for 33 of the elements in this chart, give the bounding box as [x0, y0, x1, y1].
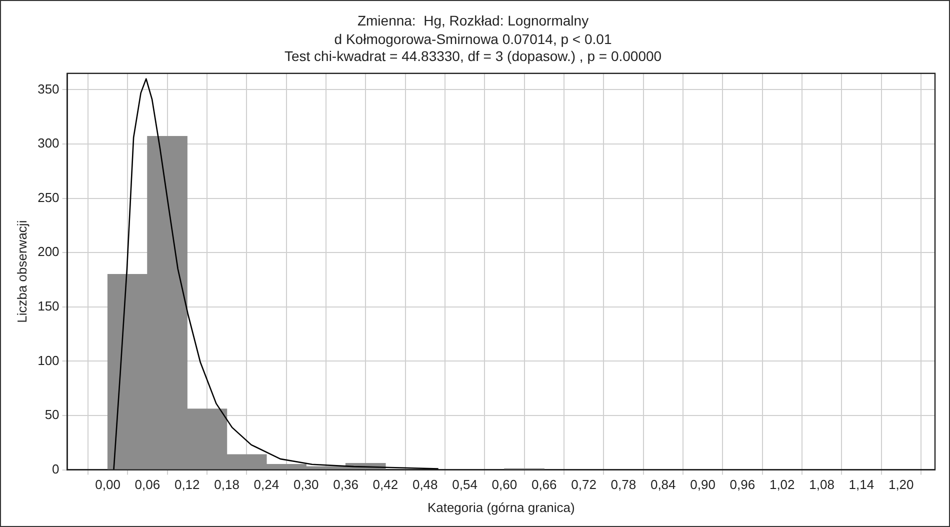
x-tick-label: 0,84 [650, 477, 676, 492]
x-tick-label: 1,02 [769, 477, 795, 492]
x-tick-label: 0,78 [610, 477, 636, 492]
x-tick-label: 0,06 [134, 477, 160, 492]
y-tick-label: 200 [38, 244, 60, 260]
x-tick-label: 0,18 [214, 477, 240, 492]
x-tick-label: 0,96 [730, 477, 756, 492]
y-tick-label: 0 [52, 461, 60, 476]
y-tick-label: 250 [38, 190, 60, 205]
y-tick-label: 50 [44, 407, 60, 422]
x-tick-label: 0,42 [372, 477, 398, 492]
x-tick-label: 0,36 [333, 477, 358, 492]
x-tick-label: 0,48 [412, 477, 438, 492]
x-tick-label: 0,54 [452, 477, 478, 492]
chart-title: Zmienna: Hg, Rozkład: Lognormalny [357, 12, 589, 28]
x-tick-label: 1,08 [809, 477, 834, 492]
x-tick-label: 0,30 [293, 477, 319, 492]
y-tick-label: 350 [38, 81, 60, 96]
x-tick-label: 1,14 [848, 477, 874, 492]
y-tick-label: 300 [38, 136, 60, 151]
y-tick-label: 150 [38, 298, 60, 314]
x-tick-label: 0,90 [690, 477, 716, 492]
y-tick-label: 100 [38, 352, 60, 368]
x-tick-label: 0,66 [531, 477, 557, 492]
x-tick-label: 0,60 [492, 477, 518, 492]
x-tick-label: 0,12 [174, 477, 200, 492]
x-tick-label: 1,20 [888, 477, 914, 492]
y-axis-title: Liczba obserwacji [14, 220, 30, 323]
x-tick-label: 0,72 [571, 477, 596, 492]
chart-subtitle: d Kołmogorowa-Smirnowa 0.07014, p < 0.01 Test chi-kwadrat = 44.83330, df = 3 (dopasow.) , p = 0.00000 [284, 31, 662, 64]
x-tick-label: 0,24 [254, 477, 280, 492]
x-tick-label: 0,00 [95, 477, 120, 492]
x-axis-title: Kategoria (górna granica) [427, 500, 575, 515]
